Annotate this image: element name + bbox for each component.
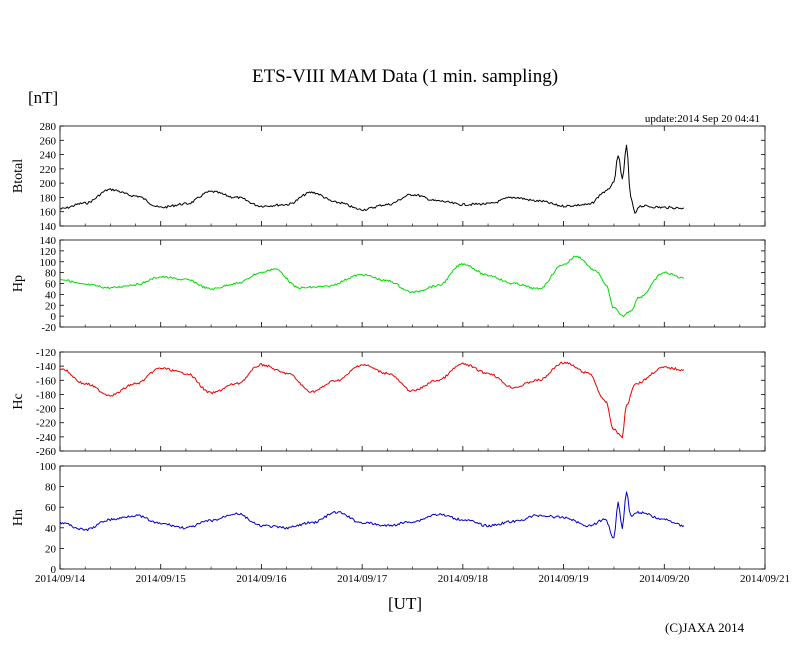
btotal-panel-frame [59, 125, 766, 227]
btotal-ytick-label: 220 [40, 164, 57, 176]
hc-ytick-label: -220 [36, 418, 57, 430]
btotal-ytick-label: 200 [40, 178, 57, 190]
btotal-ytick-label: 160 [40, 207, 57, 219]
xtick-label: 2014/09/21 [740, 573, 790, 585]
hp-ytick-label: 100 [40, 257, 57, 269]
hc-ytick-label: -180 [36, 389, 57, 401]
hp-ytick-label: 140 [40, 235, 57, 247]
hc-panel-frame [59, 351, 766, 452]
update-label: update:2014 Sep 20 04:41 [644, 113, 760, 125]
hp-ytick-label: 20 [45, 300, 57, 312]
hc-ytick-label: -120 [36, 347, 57, 359]
hp-series-line [59, 255, 684, 318]
hc-ytick-label: -200 [36, 404, 57, 416]
btotal-series-line [59, 144, 684, 214]
hn-ytick-label: 100 [40, 461, 57, 473]
btotal-ytick-label: 260 [40, 135, 57, 147]
x-axis-label: [UT] [388, 594, 422, 613]
hn-ytick-label: 0 [51, 564, 57, 576]
xtick-label: 2014/09/20 [639, 573, 690, 585]
hc-ytick-label: -160 [36, 375, 57, 387]
btotal-ytick-label: 280 [40, 121, 57, 133]
chart-title: ETS-VIII MAM Data (1 min. sampling) [251, 66, 559, 87]
xtick-label: 2014/09/19 [539, 573, 590, 585]
hp-ytick-label: 60 [45, 279, 57, 291]
btotal-ytick-label: 140 [40, 221, 57, 233]
xtick-label: 2014/09/18 [438, 573, 489, 585]
unit-label: [nT] [28, 88, 59, 107]
hp-ytick-label: 40 [45, 289, 57, 301]
hp-ytick-label: 120 [40, 246, 57, 258]
btotal-ytick-label: 180 [40, 192, 57, 204]
xtick-label: 2014/09/17 [337, 573, 388, 585]
hn-series-line [59, 491, 685, 539]
xtick-label: 2014/09/15 [136, 573, 187, 585]
xtick-label: 2014/09/14 [35, 573, 86, 585]
hn-axis-label: Hn [11, 509, 26, 526]
hc-axis-label: Hc [11, 393, 26, 409]
hn-ytick-label: 60 [45, 502, 57, 514]
btotal-axis-label: Btotal [11, 159, 26, 193]
hc-series-line [59, 361, 685, 439]
btotal-ytick-label: 240 [40, 150, 57, 162]
copyright-label: (C)JAXA 2014 [665, 620, 745, 635]
hc-ytick-label: -140 [36, 361, 57, 373]
hp-ytick-label: 80 [45, 268, 57, 280]
hn-ytick-label: 20 [45, 543, 57, 555]
hn-ytick-label: 40 [45, 523, 57, 535]
hn-ytick-label: 80 [45, 482, 57, 494]
hp-ytick-label: 0 [51, 311, 57, 323]
hc-ytick-label: -260 [36, 446, 57, 458]
xtick-label: 2014/09/16 [236, 573, 287, 585]
hc-ytick-label: -240 [36, 432, 57, 444]
hn-panel-frame [59, 465, 766, 570]
hp-panel-frame [59, 239, 766, 328]
hp-ytick-label: -20 [41, 322, 56, 334]
hp-axis-label: Hp [11, 275, 26, 292]
